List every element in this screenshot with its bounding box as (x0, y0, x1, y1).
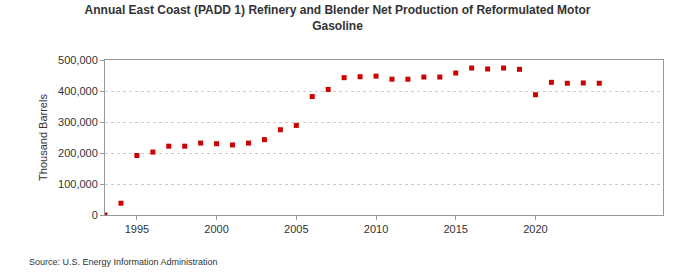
svg-text:2000: 2000 (204, 223, 228, 235)
svg-text:1995: 1995 (125, 223, 149, 235)
svg-text:2010: 2010 (364, 223, 388, 235)
svg-text:200,000: 200,000 (58, 147, 98, 159)
svg-text:2020: 2020 (523, 223, 547, 235)
svg-text:2005: 2005 (284, 223, 308, 235)
svg-text:Thousand Barrels: Thousand Barrels (37, 94, 49, 181)
svg-text:400,000: 400,000 (58, 85, 98, 97)
svg-text:Annual East Coast (PADD 1) Ref: Annual East Coast (PADD 1) Refinery and … (85, 3, 591, 33)
svg-text:300,000: 300,000 (58, 116, 98, 128)
svg-text:500,000: 500,000 (58, 54, 98, 66)
svg-text:Source: U.S. Energy Informatio: Source: U.S. Energy Information Administ… (29, 257, 218, 267)
svg-text:100,000: 100,000 (58, 178, 98, 190)
svg-text:0: 0 (92, 209, 98, 221)
svg-text:2015: 2015 (443, 223, 467, 235)
